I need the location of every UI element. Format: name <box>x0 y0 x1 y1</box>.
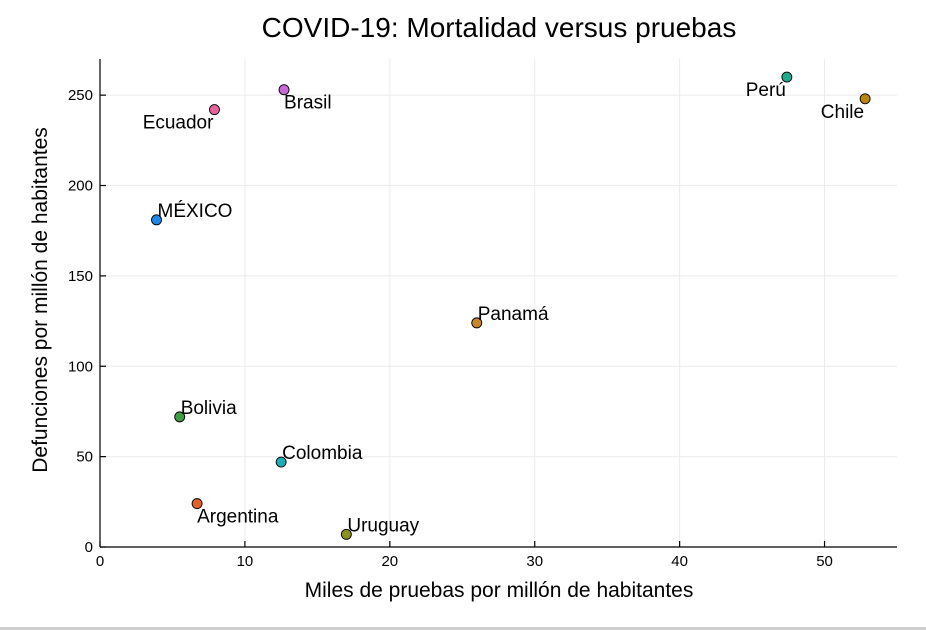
y-tick-label: 0 <box>85 539 93 556</box>
point-label: Colombia <box>282 443 363 464</box>
point-label: MÉXICO <box>158 201 233 222</box>
x-tick-label: 50 <box>816 553 833 570</box>
point-label: Perú <box>746 80 786 101</box>
window-bottom-border <box>0 627 926 630</box>
x-axis-label: Miles de pruebas por millón de habitante… <box>305 579 694 602</box>
x-tick-label: 40 <box>671 553 688 570</box>
data-point <box>859 93 871 105</box>
x-tick-label: 0 <box>96 553 104 570</box>
point-label: Uruguay <box>347 515 419 536</box>
point-labels: Perú Chile Brasil Ecuador MÉXICO Panamá Bolivi… <box>143 80 864 536</box>
data-point <box>275 456 287 468</box>
point-label: Ecuador <box>143 113 214 134</box>
point-label: Argentina <box>197 507 279 528</box>
data-point <box>191 498 203 510</box>
data-points <box>151 71 871 540</box>
x-tick-label: 20 <box>381 553 398 570</box>
data-point <box>209 104 220 116</box>
y-tick-label: 100 <box>68 358 93 375</box>
chart-title: COVID-19: Mortalidad versus pruebas <box>262 12 737 43</box>
y-tick-label: 200 <box>68 178 93 195</box>
data-point <box>278 84 290 96</box>
x-tick-label: 30 <box>526 553 543 570</box>
data-point <box>471 317 483 329</box>
data-point <box>781 71 793 83</box>
y-tick-label: 50 <box>76 449 93 466</box>
point-label: Chile <box>821 102 864 123</box>
y-tick-label: 250 <box>68 87 93 104</box>
data-point <box>151 214 162 226</box>
point-label: Panamá <box>478 304 549 325</box>
point-label: Brasil <box>284 93 332 114</box>
x-tick-label: 10 <box>237 553 254 570</box>
point-label: Bolivia <box>181 398 237 419</box>
data-point <box>340 528 352 540</box>
data-point <box>174 411 186 423</box>
tick-labels: 0 10 20 30 40 50 0 50 100 150 200 250 <box>68 87 833 570</box>
y-tick-label: 150 <box>68 268 93 285</box>
axes <box>99 59 897 548</box>
y-axis-label: Defunciones por millón de habitantes <box>29 127 52 473</box>
